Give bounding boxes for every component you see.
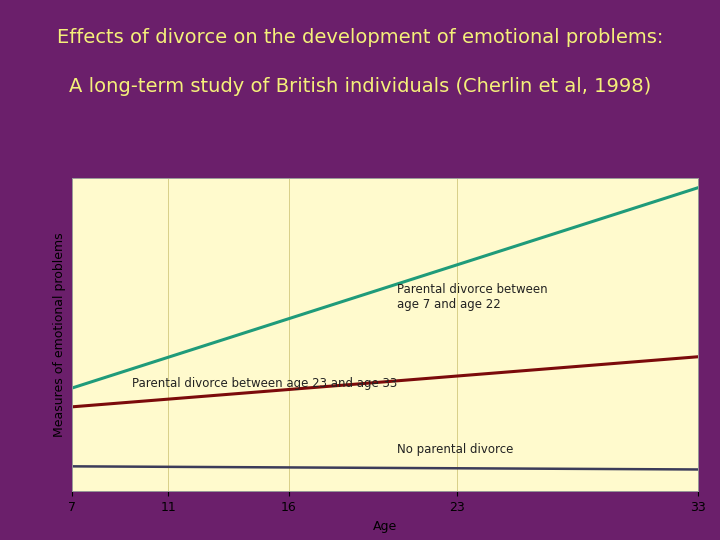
X-axis label: Age: Age	[373, 519, 397, 532]
Text: A long-term study of British individuals (Cherlin et al, 1998): A long-term study of British individuals…	[69, 77, 651, 96]
Y-axis label: Measures of emotional problems: Measures of emotional problems	[53, 233, 66, 437]
Text: Parental divorce between
age 7 and age 22: Parental divorce between age 7 and age 2…	[397, 283, 548, 311]
Text: No parental divorce: No parental divorce	[397, 443, 513, 456]
Text: Effects of divorce on the development of emotional problems:: Effects of divorce on the development of…	[57, 28, 663, 48]
Text: Parental divorce between age 23 and age 33: Parental divorce between age 23 and age …	[132, 377, 397, 390]
